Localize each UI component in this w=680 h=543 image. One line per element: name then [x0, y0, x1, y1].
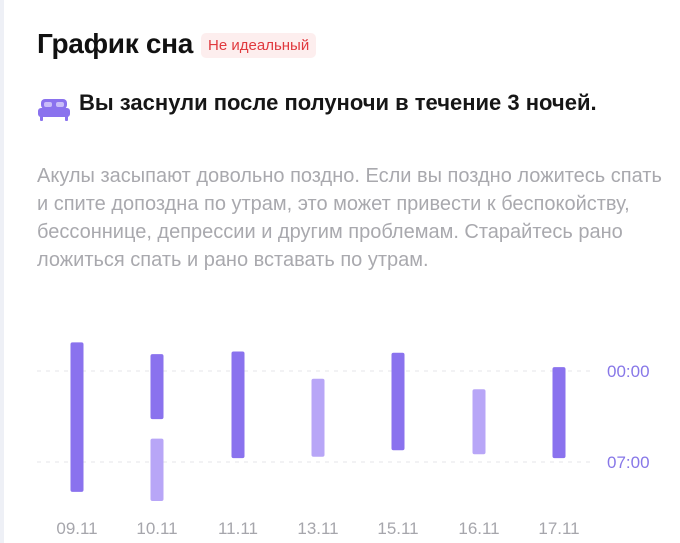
- x-tick-label: 16.11: [458, 519, 499, 538]
- x-tick-label: 15.11: [377, 519, 418, 538]
- description-text: Акулы засыпают довольно поздно. Если вы …: [37, 165, 662, 271]
- left-edge-strip: [0, 0, 4, 543]
- x-tick-label: 17.11: [538, 519, 579, 538]
- section-header: График сна Не идеальный: [37, 28, 317, 60]
- status-badge: Не идеальный: [201, 32, 317, 58]
- x-tick-label: 09.11: [56, 519, 97, 538]
- sleep-bar-17.11[interactable]: [552, 367, 566, 459]
- sleep-bar-15.11[interactable]: [391, 352, 405, 451]
- sleep-bar-10.11[interactable]: [150, 354, 164, 420]
- x-tick-label: 10.11: [136, 519, 177, 538]
- chart-bars: [70, 342, 566, 501]
- section-title: График сна: [37, 28, 194, 59]
- y-tick-label: 00:00: [607, 362, 650, 381]
- x-tick-label: 11.11: [218, 519, 258, 538]
- x-tick-label: 13.11: [297, 519, 338, 538]
- sleep-bar-13.11[interactable]: [311, 378, 325, 457]
- chart-y-axis-labels: 00:00 07:00: [607, 362, 650, 472]
- chart-gridlines: [37, 370, 595, 463]
- chart-x-axis-labels: 09.11 10.11 11.11 13.11 15.11 16.11 17.11: [56, 519, 579, 538]
- headline-text: Вы заснули после полуночи в течение 3 но…: [79, 90, 597, 115]
- sleep-bar-16.11[interactable]: [472, 389, 486, 455]
- insight-headline: Вы заснули после полуночи в течение 3 но…: [37, 88, 639, 122]
- sleep-chart: 00:00 07:00 09.11 10.11 11.11 13.11 15.11 16.1…: [37, 342, 650, 538]
- bed-icon: [38, 99, 70, 121]
- sleep-bar-10.11[interactable]: [150, 438, 164, 501]
- y-tick-label: 07:00: [607, 453, 650, 472]
- sleep-bar-11.11[interactable]: [231, 351, 245, 459]
- sleep-bar-09.11[interactable]: [70, 342, 84, 492]
